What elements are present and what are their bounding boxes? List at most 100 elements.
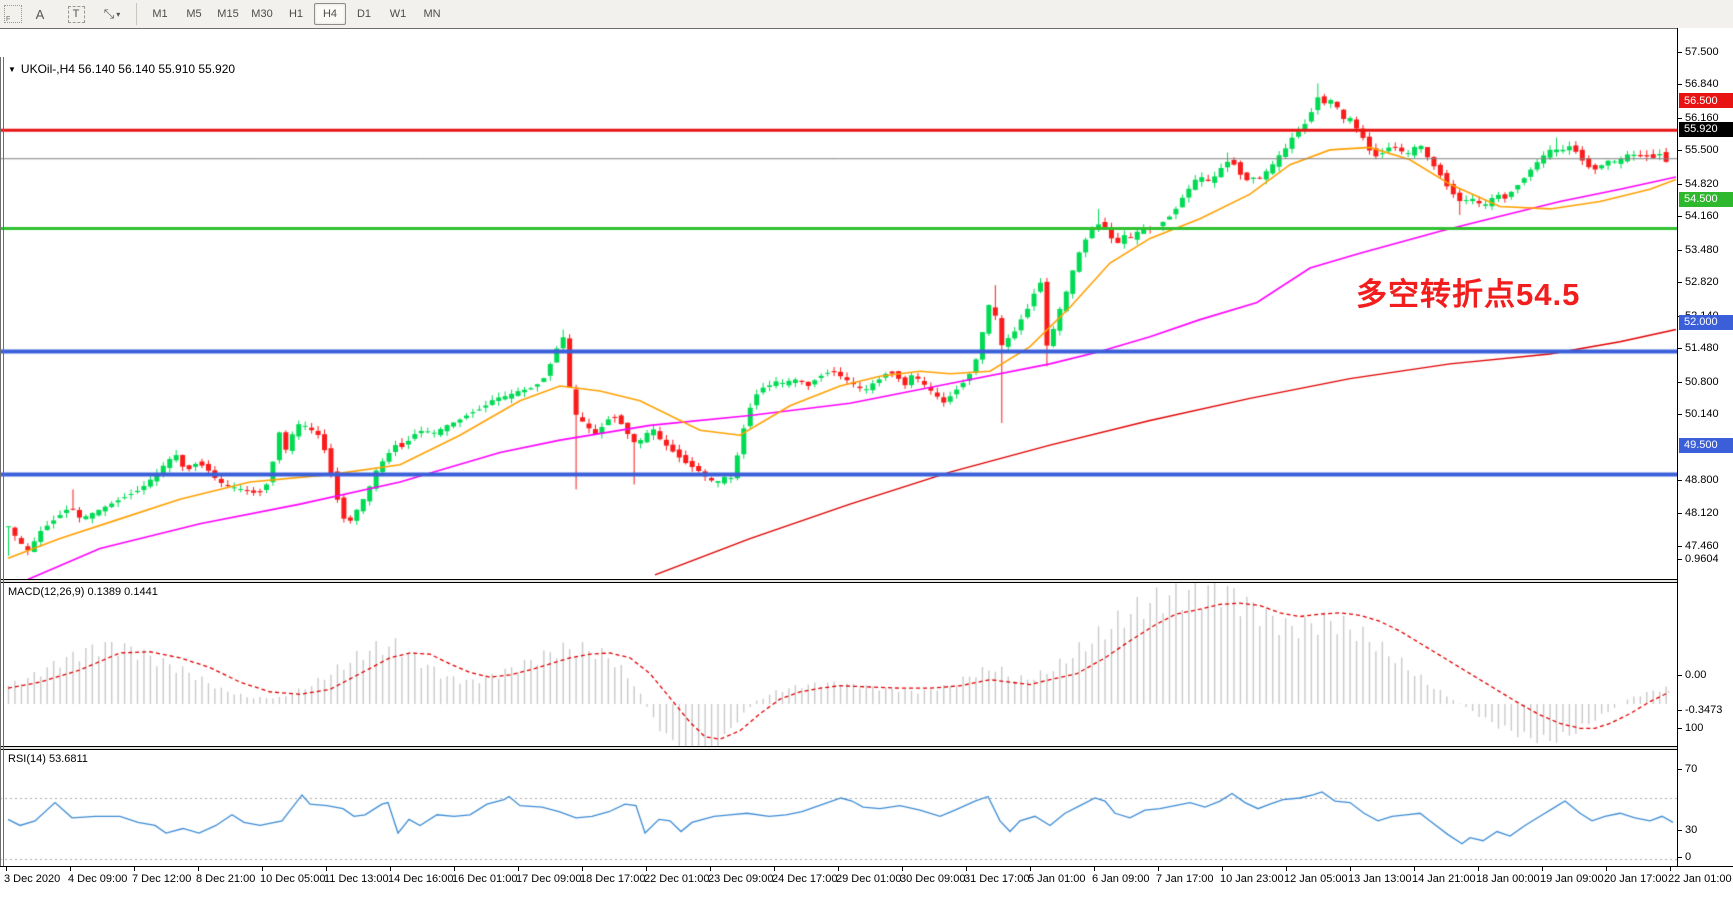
timeframe-w1[interactable]: W1 [389, 8, 407, 20]
macd-chart-canvas[interactable] [0, 582, 1677, 746]
time-tick-mark [582, 867, 583, 871]
price-tick-label: 57.500 [1685, 46, 1719, 58]
price-tick-label: 51.480 [1685, 342, 1719, 355]
time-tick-label: 3 Dec 2020 [4, 873, 61, 885]
time-tick-label: 14 Jan 21:00 [1412, 873, 1476, 885]
timeframe-mn[interactable]: MN [423, 8, 441, 20]
time-tick-label: 17 Dec 09:00 [516, 873, 582, 885]
time-tick-label: 23 Dec 09:00 [708, 873, 774, 885]
indicator-tick-label: 0.9604 [1685, 553, 1719, 565]
time-tick-mark [838, 867, 839, 871]
price-tick-mark [1678, 282, 1682, 284]
indicator-tick-mark [1678, 857, 1682, 858]
indicator-tick-label: -0.3473 [1685, 704, 1723, 716]
time-tick-mark [1158, 867, 1159, 871]
indicator-tick-label: 0 [1685, 851, 1692, 863]
time-tick-mark [646, 867, 647, 871]
dropdown-caret-icon: ▾ [116, 9, 121, 19]
price-tick-label: 54.160 [1685, 210, 1719, 223]
chart-toolbar: F A T ⤡ ▾ M1 M5 M15 M30 H1 H4 D1 W1 MN [0, 0, 1733, 29]
time-tick-label: 6 Jan 09:00 [1092, 873, 1150, 885]
time-tick-label: 5 Jan 01:00 [1028, 873, 1086, 885]
indicator-tick-mark [1678, 769, 1682, 770]
time-tick-mark [390, 867, 391, 871]
price-tick-label: 47.460 [1685, 539, 1719, 552]
timeframe-m15[interactable]: M15 [217, 8, 239, 20]
time-tick-mark [1606, 867, 1607, 871]
time-tick-label: 10 Dec 05:00 [260, 873, 326, 885]
indicator-tick-mark [1678, 728, 1682, 729]
price-tick-mark [1678, 414, 1682, 416]
time-tick-mark [1222, 867, 1223, 871]
macd-indicator-label: MACD(12,26,9) 0.1389 0.1441 [8, 586, 158, 598]
time-tick-label: 10 Jan 23:00 [1220, 873, 1284, 885]
price-level-badge: 56.500 [1679, 93, 1733, 109]
time-tick-label: 20 Jan 17:00 [1604, 873, 1668, 885]
price-tick-label: 50.800 [1685, 375, 1719, 388]
toolbar-drag-handle[interactable]: F [4, 5, 22, 23]
price-level-badge: 54.500 [1679, 191, 1733, 207]
price-tick-mark [1678, 348, 1682, 350]
price-tick-mark [1678, 216, 1682, 218]
time-tick-label: 12 Jan 05:00 [1284, 873, 1348, 885]
panel-splitter-rsi[interactable] [0, 746, 1733, 750]
price-tick-mark [1678, 249, 1682, 251]
time-tick-mark [1030, 867, 1031, 871]
time-tick-mark [1478, 867, 1479, 871]
indicator-tick-mark [1678, 675, 1682, 676]
price-chart-canvas[interactable] [0, 57, 1677, 579]
time-tick-mark [262, 867, 263, 871]
text-label-button[interactable]: A [23, 3, 57, 25]
text-box-button[interactable]: T [59, 3, 93, 25]
time-tick-label: 8 Dec 21:00 [196, 873, 256, 885]
timeframe-m1[interactable]: M1 [152, 8, 168, 20]
price-tick-mark [1678, 480, 1682, 482]
cursor-mode-button[interactable]: ⤡ ▾ [95, 3, 129, 25]
toolbar-separator [136, 3, 137, 25]
time-tick-mark [774, 867, 775, 871]
time-tick-label: 7 Dec 12:00 [132, 873, 192, 885]
time-tick-mark [710, 867, 711, 871]
time-tick-mark [902, 867, 903, 871]
indicator-tick-mark [1678, 830, 1682, 831]
price-tick-label: 50.140 [1685, 408, 1719, 421]
time-tick-label: 29 Dec 01:00 [836, 873, 902, 885]
price-tick-mark [1678, 150, 1682, 152]
indicator-tick-label: 70 [1685, 763, 1698, 775]
time-tick-label: 11 Dec 13:00 [324, 873, 389, 885]
symbol-dropdown-icon[interactable]: ▼ [8, 64, 16, 74]
text-label-icon: A [35, 6, 45, 22]
window-left-inner-border [3, 57, 4, 897]
time-tick-mark [1542, 867, 1543, 871]
time-axis[interactable]: 3 Dec 2020 4 Dec 09:00 7 Dec 12:00 8 Dec 21… [0, 866, 1733, 897]
time-tick-label: 30 Dec 09:00 [900, 873, 966, 885]
timeframe-h4[interactable]: H4 [314, 3, 346, 25]
time-tick-mark [454, 867, 455, 871]
price-level-badge: 52.000 [1679, 314, 1733, 330]
time-tick-label: 4 Dec 09:00 [68, 873, 128, 885]
timeframe-m30[interactable]: M30 [251, 8, 273, 20]
price-level-badge: 49.500 [1679, 437, 1733, 453]
timeframe-h1[interactable]: H1 [288, 8, 304, 20]
timeframe-d1[interactable]: D1 [356, 8, 372, 20]
indicator-tick-label: 30 [1685, 824, 1698, 836]
time-tick-mark [326, 867, 327, 871]
time-tick-mark [1670, 867, 1671, 871]
price-tick-label: 56.160 [1685, 111, 1719, 124]
cursor-mode-icon: ⤡ [103, 6, 115, 21]
time-tick-mark [1094, 867, 1095, 871]
indicator-tick-mark [1678, 710, 1682, 711]
price-level-badge: 55.920 [1679, 121, 1733, 137]
time-tick-label: 14 Dec 16:00 [388, 873, 454, 885]
chart-annotation-text: 多空转折点54.5 [1356, 277, 1581, 312]
price-tick-label: 54.820 [1685, 177, 1719, 190]
indicator-tick-label: 100 [1685, 722, 1704, 734]
time-tick-mark [134, 867, 135, 871]
panel-splitter-macd[interactable] [0, 579, 1733, 583]
price-axis[interactable]: 57.500 56.840 56.160 55.500 54.820 54.160 53.4… [1677, 28, 1733, 866]
timeframe-m5[interactable]: M5 [186, 8, 202, 20]
time-tick-label: 13 Jan 13:00 [1348, 873, 1412, 885]
time-tick-label: 24 Dec 17:00 [772, 873, 838, 885]
time-tick-label: 18 Dec 17:00 [580, 873, 646, 885]
price-tick-label: 55.500 [1685, 144, 1719, 157]
